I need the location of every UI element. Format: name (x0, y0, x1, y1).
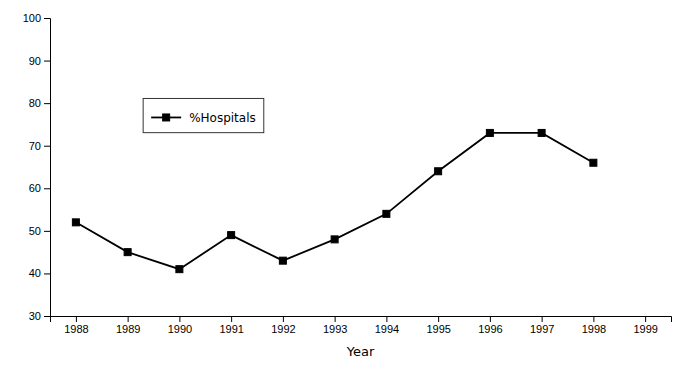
tick-mark (44, 103, 50, 104)
tick-mark (283, 316, 284, 322)
marker (176, 266, 183, 273)
tick-label: 50 (29, 225, 41, 237)
y-axis: 30 40 50 60 70 80 90 100 (23, 12, 51, 322)
tick-mark (179, 316, 180, 322)
axis-line (51, 317, 672, 323)
tick-mark (44, 188, 50, 189)
tick: 1998 (582, 316, 606, 335)
tick-label: 1998 (582, 323, 606, 335)
tick-mark (44, 18, 50, 19)
axis-line (44, 19, 51, 317)
tick-label: 1995 (426, 323, 450, 335)
tick: 1990 (168, 316, 192, 335)
tick-label: 40 (29, 267, 41, 279)
legend: %Hospitals (143, 98, 264, 132)
chart: 1988 1989 1990 1991 1992 1993 1994 1995 1996 1997… (0, 0, 693, 368)
marker (331, 236, 338, 243)
marker (383, 210, 390, 217)
tick: 1992 (271, 316, 295, 335)
tick-mark (593, 316, 594, 322)
x-axis: 1988 1989 1990 1991 1992 1993 1994 1995 1996 1997… (51, 316, 672, 335)
tick: 1994 (375, 316, 399, 335)
tick: 1991 (219, 316, 243, 335)
tick-label: 30 (29, 310, 41, 322)
tick-mark (386, 316, 387, 322)
tick-label: 1994 (375, 323, 399, 335)
legend-label: %Hospitals (189, 111, 256, 125)
marker (279, 257, 286, 264)
tick-label: 80 (29, 97, 41, 109)
line (76, 133, 594, 269)
tick: 100 (23, 12, 50, 24)
legend-swatch (163, 114, 170, 121)
tick-label: 1997 (530, 323, 554, 335)
plot-area: 1988 1989 1990 1991 1992 1993 1994 1995 1996 1997… (23, 12, 672, 359)
tick: 80 (29, 97, 50, 109)
tick: 60 (29, 182, 50, 194)
tick-mark (231, 316, 232, 322)
legend-item: %Hospitals (151, 111, 256, 125)
legend-frame (143, 98, 264, 132)
tick-mark (44, 61, 50, 62)
marks (72, 129, 597, 272)
tick-label: 100 (23, 12, 41, 24)
tick: 1997 (530, 316, 554, 335)
tick-label: 90 (29, 55, 41, 67)
tick-label: 1999 (633, 323, 657, 335)
tick-label: 1996 (478, 323, 502, 335)
tick-label: 1991 (219, 323, 243, 335)
tick-mark (128, 316, 129, 322)
marker (486, 129, 493, 136)
tick-mark (490, 316, 491, 322)
tick-mark (645, 316, 646, 322)
marker (72, 219, 79, 226)
marker (124, 249, 131, 256)
tick-mark (44, 273, 50, 274)
marker (435, 168, 442, 175)
tick: 1988 (64, 316, 88, 335)
tick-label: 60 (29, 182, 41, 194)
tick-label: 1993 (323, 323, 347, 335)
x-axis-title: Year (346, 344, 375, 359)
tick: 1996 (478, 316, 502, 335)
tick: 70 (29, 140, 50, 152)
tick: 1999 (633, 316, 657, 335)
tick-label: 1988 (64, 323, 88, 335)
tick-label: 1989 (116, 323, 140, 335)
tick-label: 1992 (271, 323, 295, 335)
tick-mark (438, 316, 439, 322)
tick: 1989 (116, 316, 140, 335)
tick-mark (76, 316, 77, 322)
tick-mark (542, 316, 543, 322)
tick: 50 (29, 225, 50, 237)
tick-mark (44, 316, 50, 317)
tick-mark (335, 316, 336, 322)
marker (538, 129, 545, 136)
tick-mark (44, 231, 50, 232)
marker (228, 232, 235, 239)
tick: 40 (29, 267, 50, 279)
tick: 90 (29, 55, 50, 67)
tick: 1995 (426, 316, 450, 335)
tick: 1993 (323, 316, 347, 335)
marker (590, 159, 597, 166)
tick-label: 1990 (168, 323, 192, 335)
tick-label: 70 (29, 140, 41, 152)
tick-mark (44, 146, 50, 147)
tick: 30 (29, 310, 50, 322)
